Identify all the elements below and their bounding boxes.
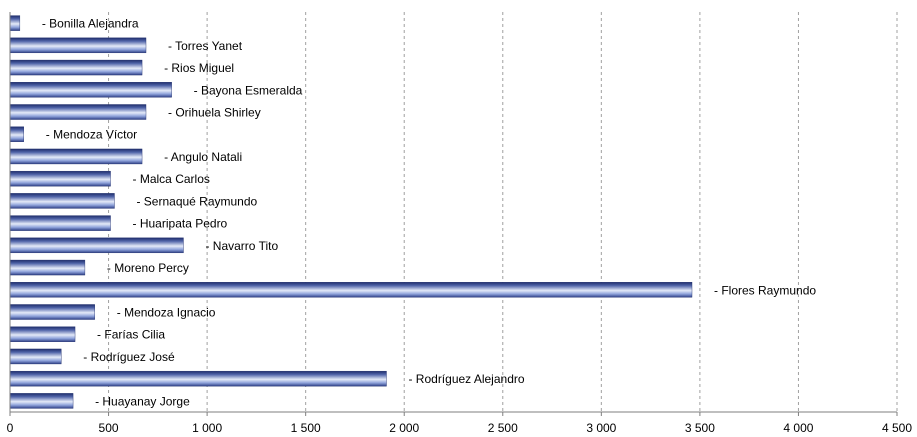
bar-label: - Rodríguez José — [83, 350, 175, 364]
bar-labels-group: - Bonilla Alejandra - Torres Yanet - Rios … — [42, 17, 817, 409]
bar-label: - Torres Yanet — [168, 39, 243, 53]
bar-label: - Mendoza Ignacio — [117, 306, 216, 320]
gridlines — [108, 12, 898, 412]
bar — [9, 170, 111, 187]
bar — [9, 348, 62, 365]
x-tick-label: 3 000 — [586, 421, 616, 435]
x-tick-label: 4 500 — [882, 421, 912, 435]
bar-label: - Sernaqué Raymundo — [136, 194, 257, 208]
bar — [9, 282, 693, 298]
bar — [9, 326, 76, 342]
bar — [9, 215, 111, 231]
bar-label: - Bonilla Alejandra — [42, 17, 139, 31]
bar-label: - Navarro Tito — [205, 239, 278, 253]
bar-label: - Farías Cilia — [97, 328, 165, 342]
bar — [9, 393, 74, 409]
bar — [9, 104, 147, 120]
x-tick-label: 1 500 — [291, 421, 321, 435]
bar — [9, 370, 387, 387]
bar — [9, 126, 24, 142]
bar — [9, 59, 143, 76]
bars-group — [9, 15, 693, 409]
bar-label: - Malca Carlos — [133, 172, 210, 186]
x-axis: 0 500 1 000 1 500 2 000 2 500 3 000 3 500 4 000 4… — [7, 12, 912, 435]
bar-label: - Huaripata Pedro — [133, 217, 228, 231]
bar-label: - Mendoza Víctor — [46, 128, 137, 142]
bar — [9, 15, 21, 31]
x-tick-label: 3 500 — [685, 421, 715, 435]
bar — [9, 237, 184, 254]
bar-label: - Bayona Esmeralda — [194, 83, 303, 97]
bar-label: - Orihuela Shirley — [168, 106, 261, 120]
x-tick-label: 2 500 — [488, 421, 518, 435]
x-tick-label: 1 000 — [192, 421, 222, 435]
x-tick-label: 500 — [99, 421, 119, 435]
bar — [9, 82, 172, 98]
bar-label: - Moreno Percy — [107, 261, 189, 275]
bar — [9, 304, 95, 320]
bar-label: - Angulo Natali — [164, 150, 242, 164]
x-tick-label: 2 000 — [389, 421, 419, 435]
bar — [9, 259, 86, 276]
bar-label: - Flores Raymundo — [714, 283, 816, 297]
x-tick-label: 0 — [7, 421, 14, 435]
bar — [9, 148, 143, 165]
bar-label: - Rios Miguel — [164, 61, 234, 75]
bar-label: - Rodríguez Alejandro — [408, 372, 524, 386]
bar — [9, 37, 147, 54]
bar — [9, 193, 115, 209]
x-tick-label: 4 000 — [783, 421, 813, 435]
bar-label: - Huayanay Jorge — [95, 394, 190, 408]
